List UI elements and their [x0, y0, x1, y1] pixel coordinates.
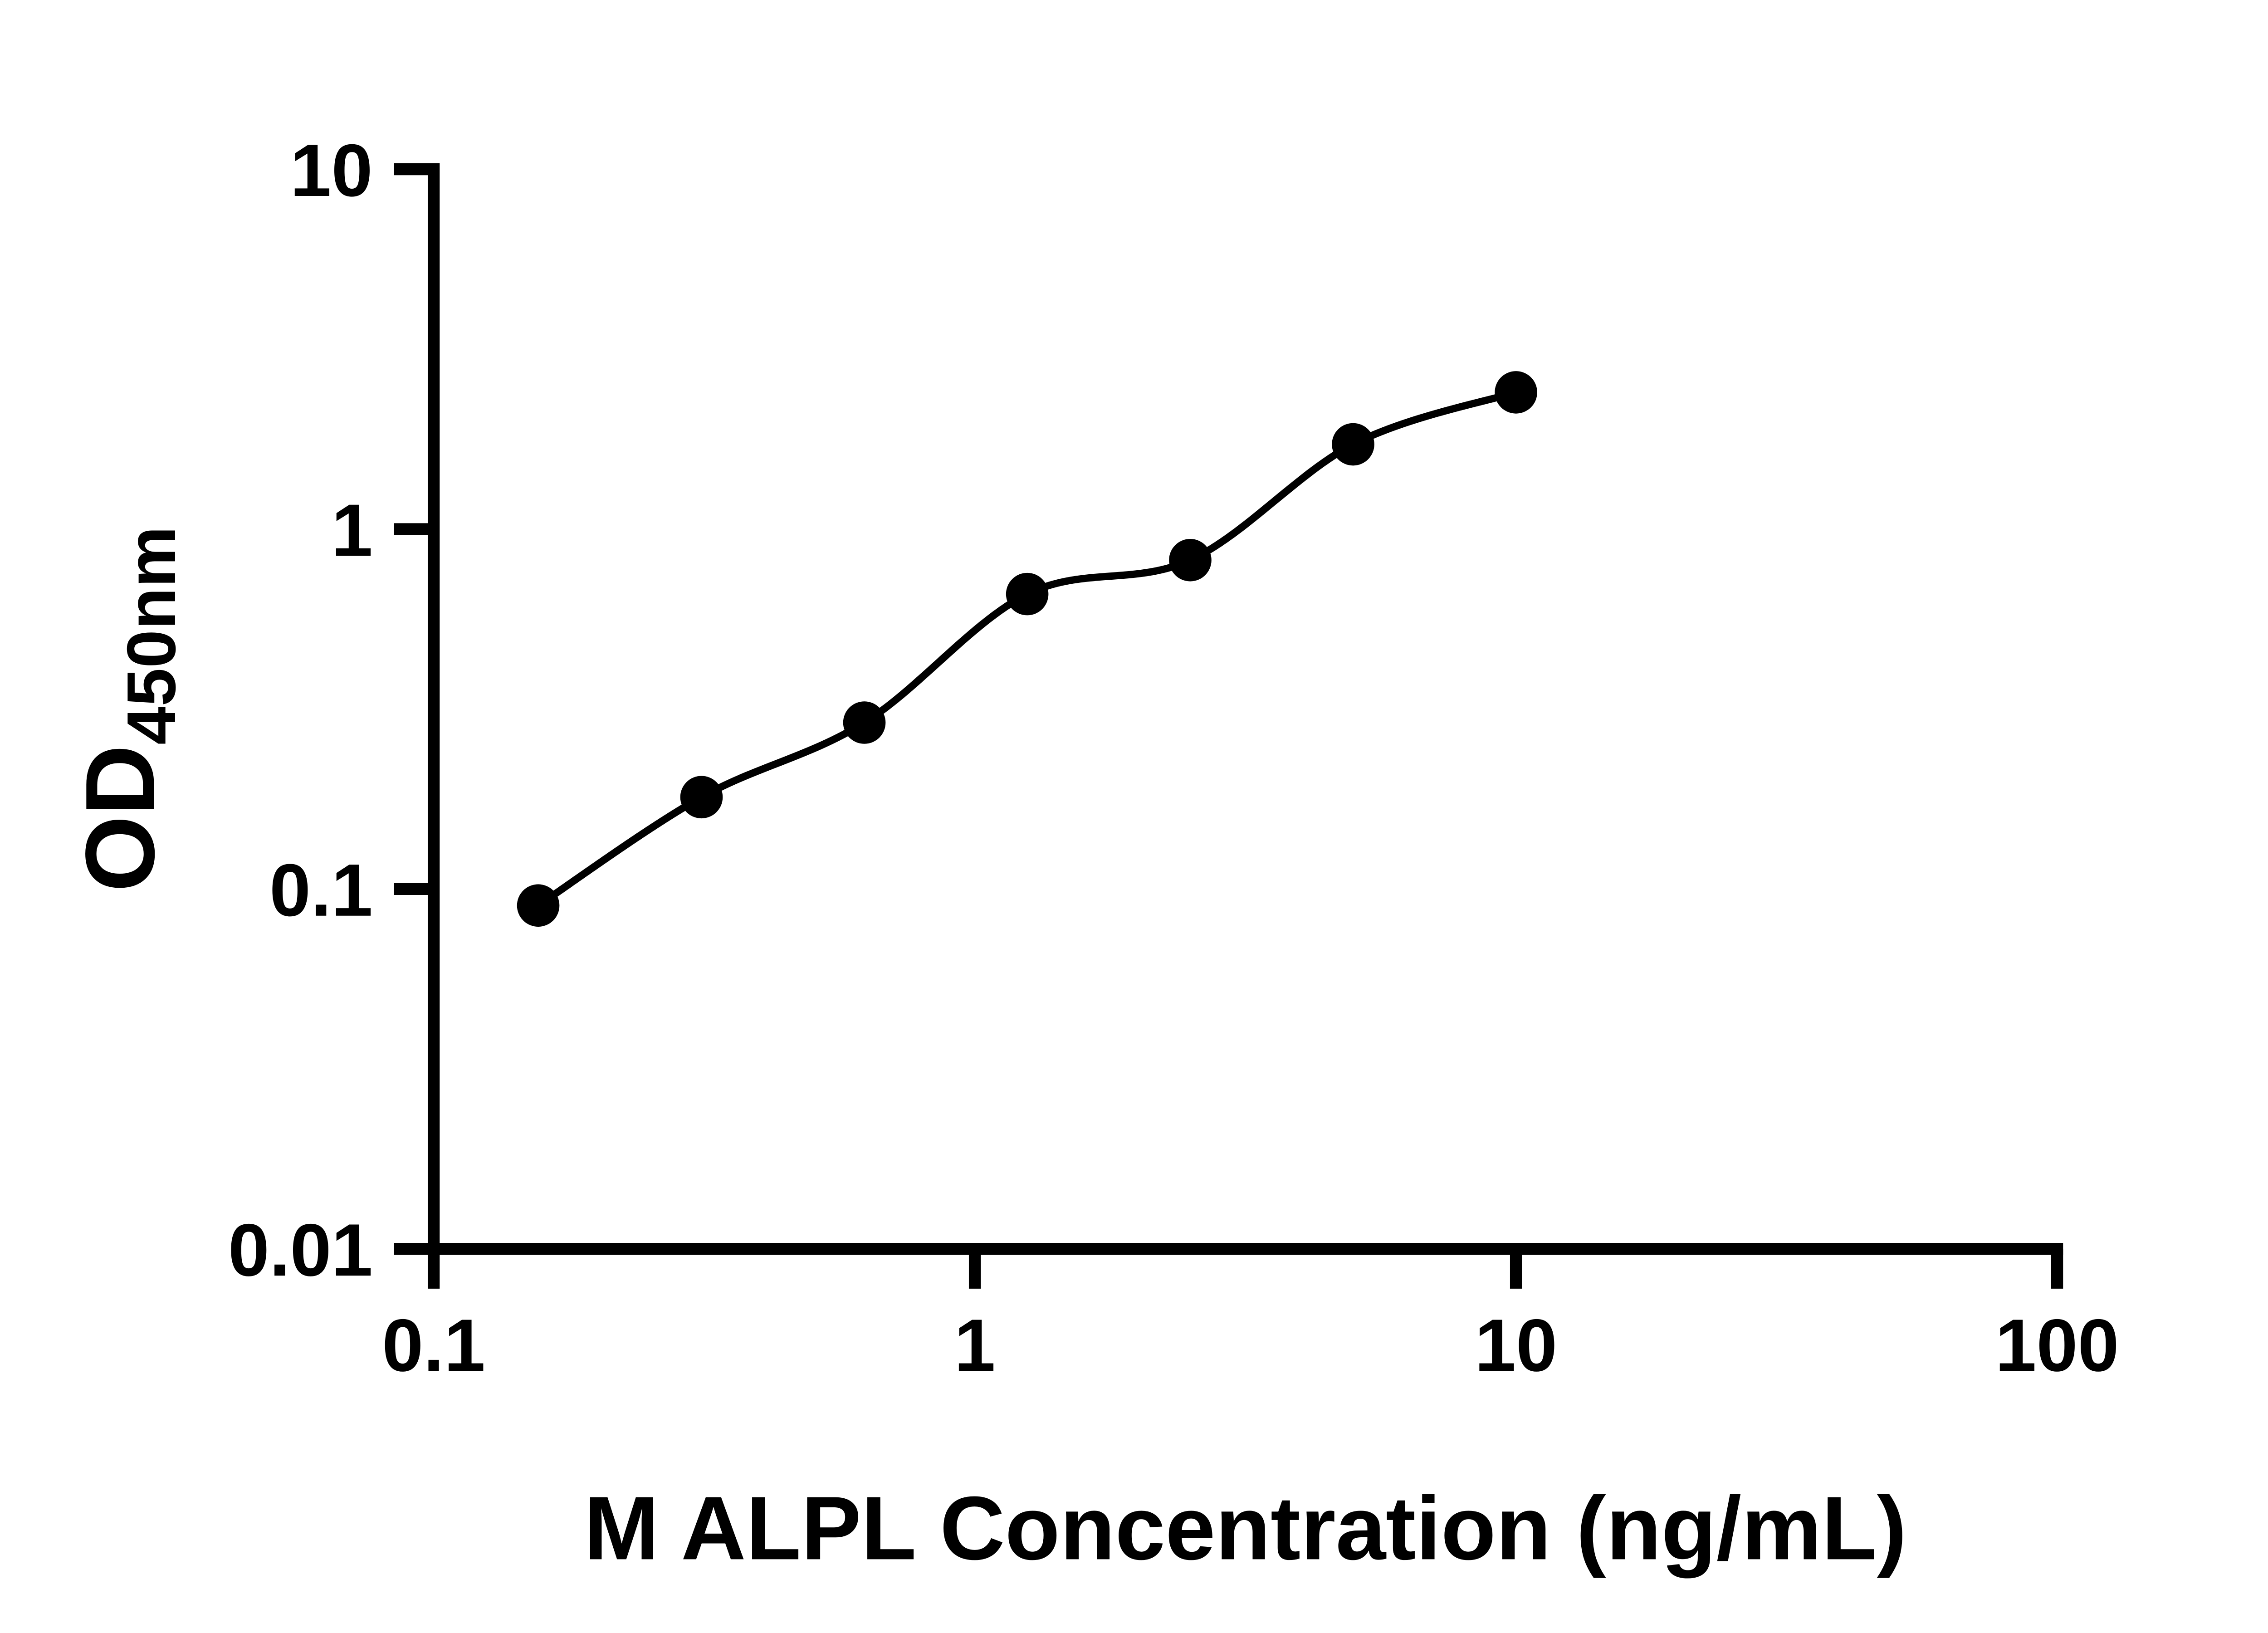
- y-axis-title: OD450nm: [65, 526, 190, 892]
- data-point: [1006, 572, 1049, 616]
- fit-curve: [536, 389, 1517, 909]
- data-point: [1332, 423, 1374, 466]
- data-point: [680, 776, 723, 819]
- x-tick-label: 100: [1995, 1304, 2119, 1387]
- y-axis-title-main: OD: [65, 745, 175, 892]
- x-tick-label: 10: [1475, 1304, 1557, 1387]
- data-point: [843, 701, 886, 744]
- data-point: [1495, 371, 1537, 414]
- y-tick-label: 0.1: [269, 849, 373, 932]
- data-point: [1169, 539, 1212, 582]
- x-tick-label: 1: [954, 1304, 996, 1387]
- y-tick-label: 0.01: [228, 1208, 373, 1291]
- x-axis-title: M ALPL Concentration (ng/mL): [584, 1478, 1907, 1579]
- y-tick-label: 10: [290, 129, 373, 212]
- x-tick-label: 0.1: [382, 1304, 485, 1387]
- y-tick-label: 1: [332, 489, 373, 572]
- data-point: [517, 884, 560, 927]
- y-axis-title-subscript: 450nm: [113, 526, 190, 745]
